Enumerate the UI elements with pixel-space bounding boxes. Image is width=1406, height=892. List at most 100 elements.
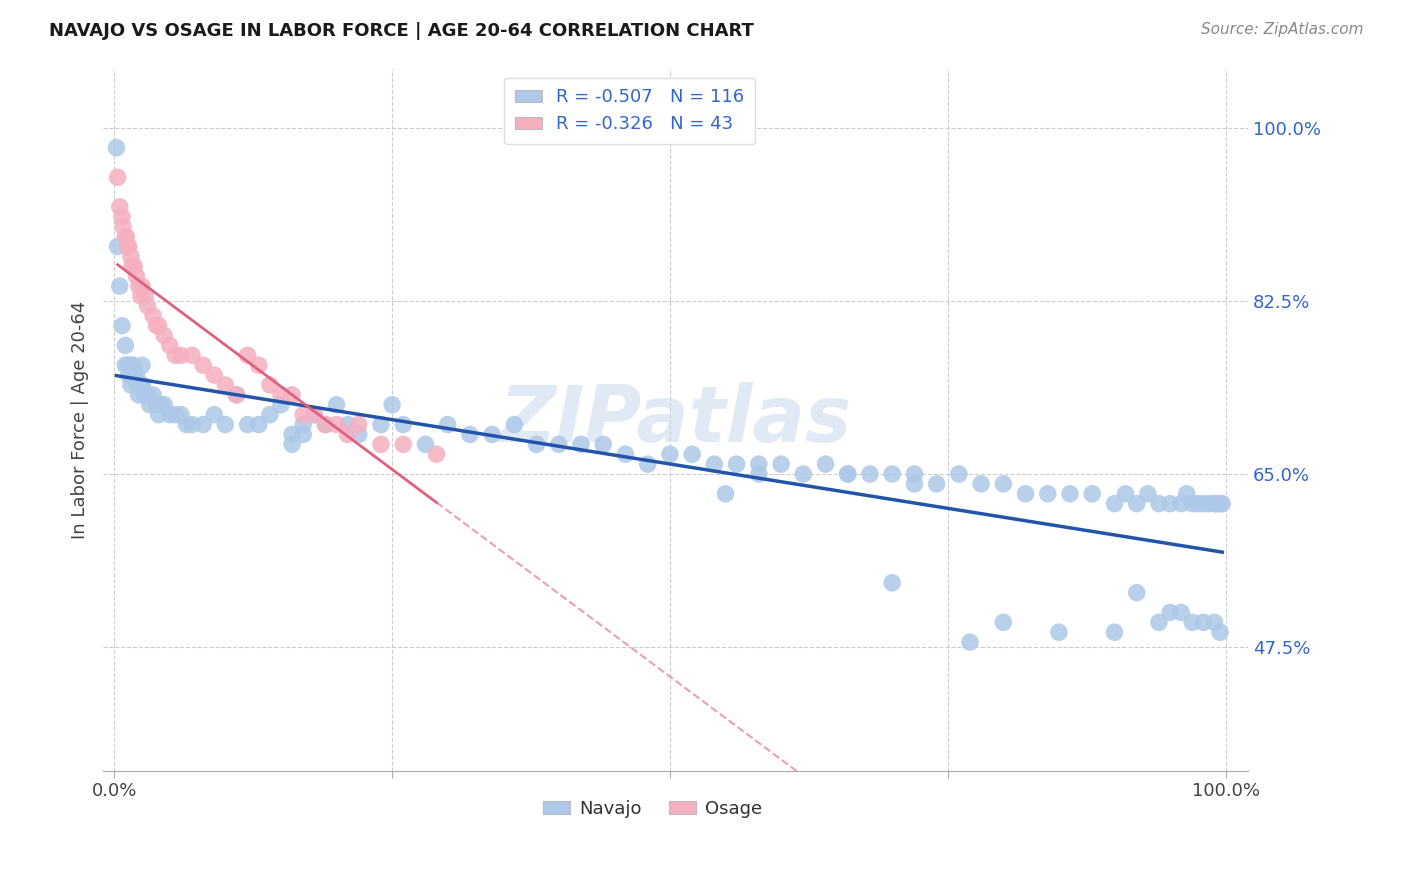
Point — [837, 467, 859, 481]
Point — [107, 170, 129, 185]
Point — [993, 615, 1015, 630]
Point — [1205, 497, 1227, 511]
Point — [225, 388, 247, 402]
Point — [292, 408, 315, 422]
Y-axis label: In Labor Force | Age 20-64: In Labor Force | Age 20-64 — [72, 301, 89, 539]
Point — [1209, 625, 1232, 640]
Point — [370, 417, 392, 432]
Point — [121, 260, 143, 274]
Point — [120, 358, 142, 372]
Point — [1104, 497, 1126, 511]
Point — [114, 358, 136, 372]
Point — [134, 289, 156, 303]
Point — [191, 358, 214, 372]
Point — [145, 318, 167, 333]
Point — [176, 417, 198, 432]
Point — [1175, 487, 1198, 501]
Point — [392, 437, 415, 451]
Point — [247, 358, 270, 372]
Point — [148, 408, 170, 422]
Point — [120, 378, 142, 392]
Point — [1125, 497, 1147, 511]
Point — [714, 487, 737, 501]
Point — [681, 447, 703, 461]
Point — [165, 348, 187, 362]
Point — [270, 388, 292, 402]
Point — [1147, 497, 1170, 511]
Point — [129, 378, 152, 392]
Point — [170, 408, 193, 422]
Point — [948, 467, 970, 481]
Point — [481, 427, 503, 442]
Point — [325, 417, 347, 432]
Point — [292, 427, 315, 442]
Point — [170, 348, 193, 362]
Point — [127, 378, 149, 392]
Point — [415, 437, 437, 451]
Point — [145, 398, 167, 412]
Point — [325, 398, 347, 412]
Point — [547, 437, 569, 451]
Point — [149, 398, 172, 412]
Point — [526, 437, 548, 451]
Point — [748, 467, 770, 481]
Point — [120, 249, 142, 263]
Point — [1187, 497, 1209, 511]
Point — [112, 219, 135, 234]
Point — [122, 368, 145, 383]
Point — [1115, 487, 1137, 501]
Point — [214, 378, 236, 392]
Point — [128, 388, 150, 402]
Point — [128, 279, 150, 293]
Point — [1036, 487, 1059, 501]
Point — [381, 398, 404, 412]
Point — [236, 348, 259, 362]
Point — [131, 378, 153, 392]
Point — [1159, 606, 1181, 620]
Point — [1170, 606, 1192, 620]
Point — [882, 467, 904, 481]
Point — [347, 427, 370, 442]
Point — [347, 417, 370, 432]
Point — [903, 476, 925, 491]
Point — [247, 417, 270, 432]
Point — [191, 417, 214, 432]
Point — [503, 417, 526, 432]
Point — [202, 368, 225, 383]
Point — [122, 260, 145, 274]
Point — [837, 467, 859, 481]
Point — [1104, 625, 1126, 640]
Point — [270, 398, 292, 412]
Point — [181, 417, 204, 432]
Point — [165, 408, 187, 422]
Point — [118, 239, 141, 253]
Point — [959, 635, 981, 649]
Point — [1204, 497, 1226, 511]
Point — [725, 457, 748, 471]
Point — [314, 417, 336, 432]
Point — [117, 239, 139, 253]
Point — [142, 309, 165, 323]
Point — [436, 417, 458, 432]
Point — [1081, 487, 1104, 501]
Point — [118, 368, 141, 383]
Point — [1125, 585, 1147, 599]
Point — [304, 408, 326, 422]
Point — [304, 408, 326, 422]
Point — [425, 447, 447, 461]
Point — [1170, 497, 1192, 511]
Text: Source: ZipAtlas.com: Source: ZipAtlas.com — [1201, 22, 1364, 37]
Point — [569, 437, 592, 451]
Point — [1159, 497, 1181, 511]
Point — [153, 328, 176, 343]
Point — [108, 279, 131, 293]
Point — [748, 457, 770, 471]
Point — [792, 467, 814, 481]
Text: ZIPatlas: ZIPatlas — [499, 382, 852, 458]
Point — [1059, 487, 1081, 501]
Point — [925, 476, 948, 491]
Point — [259, 408, 281, 422]
Text: NAVAJO VS OSAGE IN LABOR FORCE | AGE 20-64 CORRELATION CHART: NAVAJO VS OSAGE IN LABOR FORCE | AGE 20-… — [49, 22, 754, 40]
Point — [770, 457, 793, 471]
Point — [134, 388, 156, 402]
